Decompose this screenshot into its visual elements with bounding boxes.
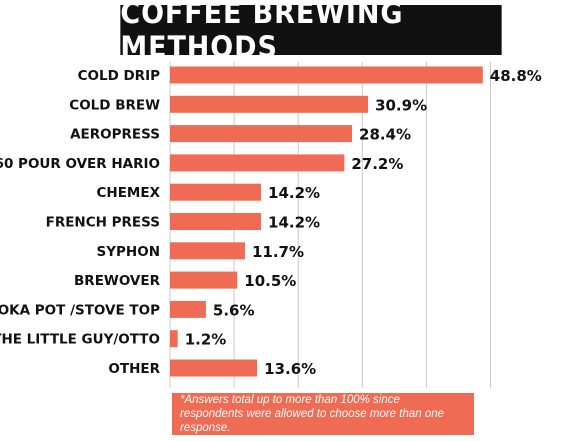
category-label-2: AEROPRESS [70, 127, 160, 143]
bar-8 [170, 300, 206, 318]
value-label-0: 48.8% [490, 67, 542, 85]
value-label-2: 28.4% [359, 126, 411, 144]
bar-7 [170, 271, 238, 289]
category-label-5: FRENCH PRESS [46, 215, 160, 231]
bar-3 [170, 154, 345, 172]
category-label-8: MOKA POT /STOVE TOP [0, 302, 160, 318]
bar-5 [170, 213, 262, 230]
value-label-8: 5.6% [213, 301, 255, 319]
category-label-6: SYPHON [97, 244, 160, 260]
chart-title: COFFEE BREWING METHODS [120, 0, 502, 64]
value-labels: 48.8% 30.9% 28.4% 27.2% 14.2% 14.2% 11.7% 10.5%… [185, 67, 542, 378]
category-label-9: THE LITTLE GUY/OTTO [0, 332, 160, 348]
value-label-6: 11.7% [252, 243, 304, 261]
category-labels: COLD DRIP COLD BREW AEROPRESS V60 POUR OVER… [0, 68, 161, 377]
value-label-4: 14.2% [268, 184, 320, 202]
bar-2 [170, 125, 353, 143]
bar-10 [170, 359, 258, 377]
bar-6 [170, 242, 245, 260]
category-label-4: CHEMEX [97, 185, 161, 201]
value-label-10: 13.6% [264, 360, 316, 378]
value-label-7: 10.5% [244, 272, 296, 290]
value-label-1: 30.9% [375, 96, 427, 114]
category-label-7: BREWOVER [74, 273, 161, 289]
value-label-5: 14.2% [268, 214, 320, 232]
category-label-10: OTHER [108, 361, 160, 377]
category-label-3: V60 POUR OVER HARIO [0, 156, 160, 172]
bar-4 [170, 183, 262, 201]
bar-9 [170, 330, 178, 348]
bars [170, 66, 483, 377]
category-label-1: COLD BREW [69, 97, 160, 113]
footnote: *Answers total up to more than 100% sinc… [172, 393, 474, 435]
value-label-3: 27.2% [351, 155, 403, 173]
category-label-0: COLD DRIP [78, 68, 161, 84]
bar-0 [170, 66, 483, 84]
value-label-9: 1.2% [185, 331, 227, 349]
bar-1 [170, 95, 369, 113]
